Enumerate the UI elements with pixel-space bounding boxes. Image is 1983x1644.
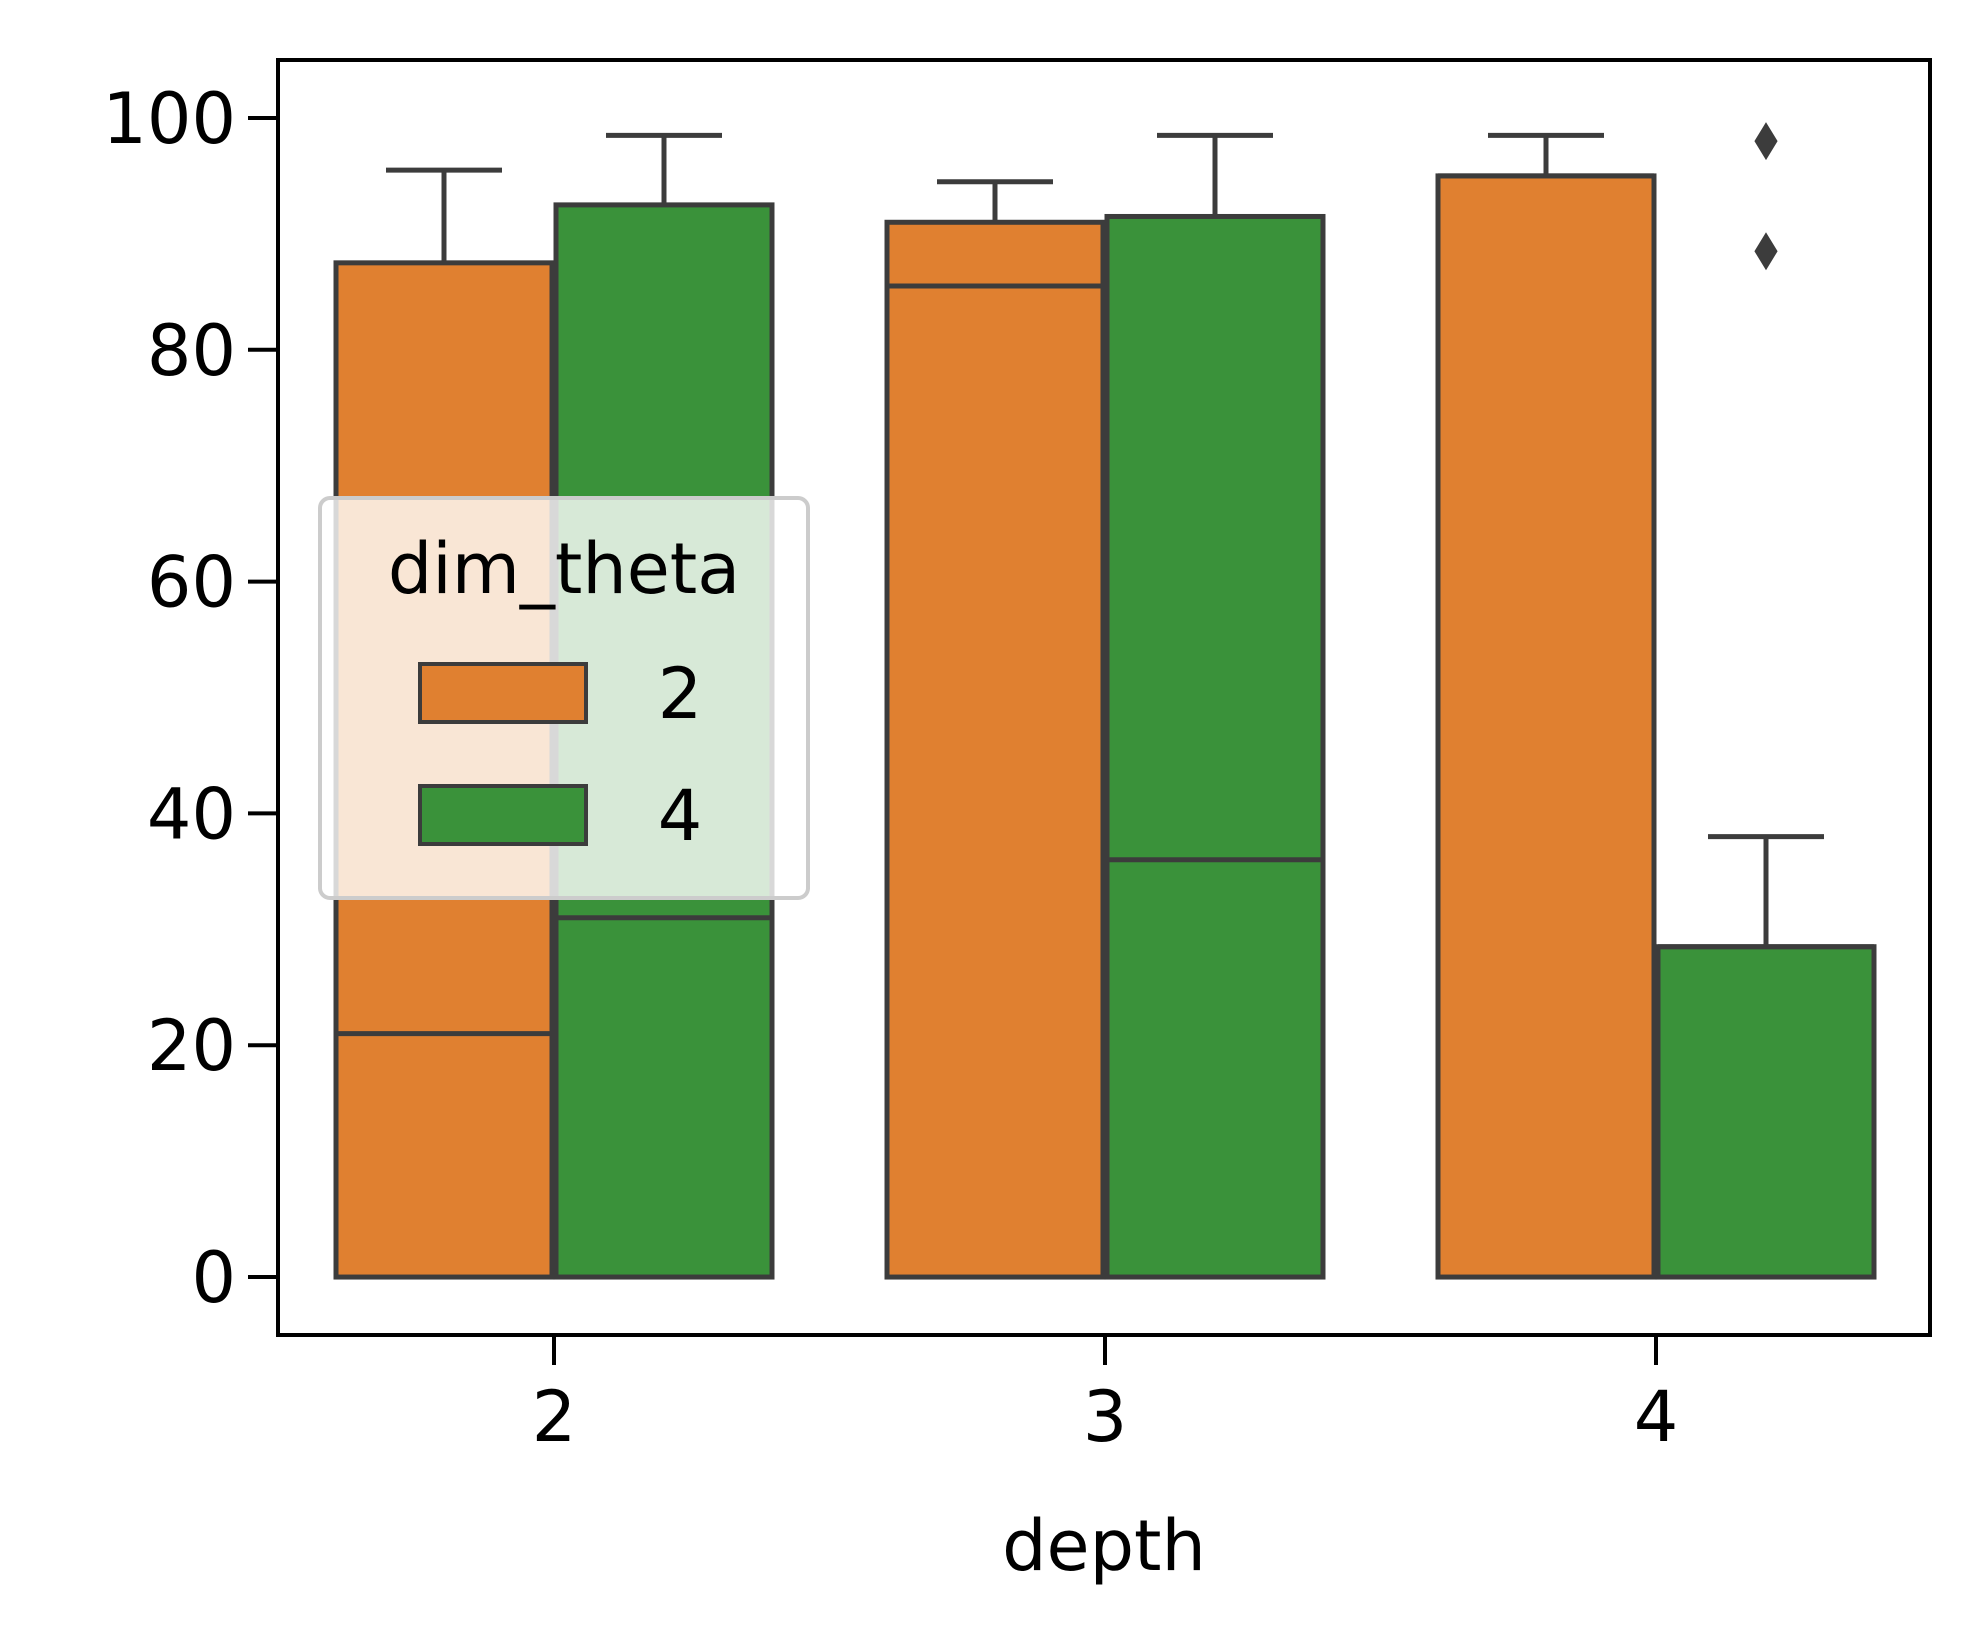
plot-area-frame bbox=[276, 58, 1932, 1337]
legend-label-2: 2 bbox=[658, 653, 703, 735]
y-tick-label: 100 bbox=[102, 78, 236, 160]
legend-label-4: 4 bbox=[658, 775, 703, 857]
x-axis-label: depth bbox=[1002, 1505, 1206, 1587]
y-tick-label: 20 bbox=[147, 1005, 236, 1087]
x-tick-label: 3 bbox=[1083, 1376, 1128, 1458]
legend-swatch-2 bbox=[418, 662, 588, 724]
y-tick-label: 60 bbox=[147, 542, 236, 624]
x-tick-label: 2 bbox=[532, 1376, 577, 1458]
y-tick-label: 40 bbox=[147, 773, 236, 855]
y-tick-label: 0 bbox=[191, 1237, 236, 1319]
outlier-point bbox=[1754, 122, 1778, 161]
x-tick-label: 4 bbox=[1634, 1376, 1679, 1458]
outlier-point bbox=[1754, 232, 1778, 271]
box-series-2-depth-3 bbox=[884, 219, 1106, 1280]
box-series-4-depth-4 bbox=[1655, 944, 1877, 1280]
box-series-4-depth-3 bbox=[1104, 213, 1326, 1280]
ticks-layer: 0 20 40 60 80 100 2 3 4 bbox=[102, 78, 1678, 1458]
legend-title: dim_theta bbox=[388, 528, 740, 610]
y-tick-label: 80 bbox=[147, 310, 236, 392]
box-series-2-depth-4 bbox=[1435, 173, 1657, 1280]
legend-swatch-4 bbox=[418, 784, 588, 846]
legend: dim_theta 24 bbox=[318, 496, 810, 900]
legend-entries: 24 bbox=[418, 653, 703, 857]
